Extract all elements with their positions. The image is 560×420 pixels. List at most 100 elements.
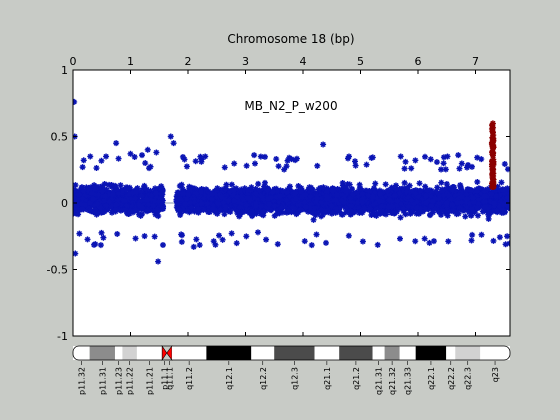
outlier-point: [73, 250, 79, 257]
data-point: [382, 181, 389, 188]
data-point: [204, 200, 211, 207]
data-point: [220, 199, 227, 206]
data-point: [450, 208, 457, 215]
data-point: [455, 191, 462, 198]
data-point: [205, 193, 212, 200]
data-point: [144, 206, 151, 213]
y-tick-label: 0.5: [51, 131, 69, 144]
data-point: [157, 195, 164, 202]
data-point: [464, 164, 471, 171]
data-point: [81, 198, 88, 205]
data-point: [197, 188, 204, 195]
data-point: [481, 204, 488, 211]
data-point: [420, 188, 427, 195]
data-point: [499, 206, 506, 213]
outlier-point: [127, 150, 134, 157]
data-point: [329, 197, 336, 204]
data-point: [223, 181, 230, 188]
ideogram-band: [339, 346, 373, 360]
data-point: [249, 211, 256, 218]
data-point: [314, 203, 321, 210]
data-point: [94, 206, 101, 213]
data-point: [504, 166, 510, 173]
data-point: [385, 204, 392, 211]
data-point: [433, 203, 440, 210]
data-point: [114, 230, 121, 237]
data-point: [294, 201, 301, 208]
data-point: [474, 154, 481, 161]
data-point: [200, 206, 207, 213]
data-point: [435, 190, 442, 197]
data-point: [278, 204, 285, 211]
data-point: [409, 203, 416, 210]
data-point: [73, 206, 78, 213]
ideogram-band: [372, 346, 385, 360]
data-point: [124, 184, 131, 191]
data-point: [99, 183, 106, 190]
highlight-point: [489, 172, 496, 179]
data-point: [121, 197, 128, 204]
data-point: [308, 201, 315, 208]
data-point: [173, 193, 180, 200]
data-point: [92, 206, 99, 213]
data-point: [214, 200, 221, 207]
data-point: [137, 188, 144, 195]
data-point: [359, 190, 366, 197]
data-point: [386, 196, 393, 203]
data-point: [462, 213, 469, 220]
data-point: [458, 193, 465, 200]
data-point: [143, 186, 150, 193]
data-point: [243, 202, 250, 209]
data-point: [179, 190, 186, 197]
data-point: [309, 209, 316, 216]
data-point: [421, 235, 428, 242]
data-point: [319, 212, 326, 219]
data-point: [499, 186, 506, 193]
data-point: [427, 211, 434, 218]
data-point: [218, 193, 225, 200]
data-point: [227, 189, 234, 196]
data-point: [279, 209, 286, 216]
data-point: [338, 197, 345, 204]
data-point: [291, 193, 298, 200]
data-point: [79, 189, 86, 196]
data-point: [406, 188, 413, 195]
highlight-point: [490, 143, 497, 150]
data-point: [379, 207, 386, 214]
data-point: [371, 185, 378, 192]
data-point: [366, 188, 373, 195]
data-point: [323, 196, 330, 203]
data-point: [452, 188, 459, 195]
data-point: [148, 196, 155, 203]
data-point: [271, 202, 278, 209]
data-point: [397, 214, 404, 221]
data-point: [241, 185, 248, 192]
data-point: [442, 207, 449, 214]
data-point: [405, 199, 412, 206]
data-point: [445, 207, 452, 214]
data-point: [453, 203, 460, 210]
data-point: [474, 188, 481, 195]
data-point: [324, 202, 331, 209]
data-point: [464, 186, 471, 193]
data-point: [228, 230, 235, 237]
data-point: [438, 179, 445, 186]
data-point: [274, 241, 281, 248]
data-point: [442, 166, 449, 173]
data-point: [491, 203, 498, 210]
data-point: [196, 242, 203, 249]
data-point: [401, 179, 408, 186]
data-point: [276, 210, 283, 217]
data-point: [257, 210, 264, 217]
data-point: [313, 231, 320, 238]
data-point: [219, 236, 226, 243]
data-point: [356, 205, 363, 212]
data-point: [139, 204, 146, 211]
highlight-point: [489, 122, 496, 129]
data-point: [106, 181, 113, 188]
data-point: [132, 206, 139, 213]
band-label: q12.2: [259, 367, 268, 390]
data-point: [114, 186, 121, 193]
data-point: [134, 185, 141, 192]
data-point: [436, 195, 443, 202]
